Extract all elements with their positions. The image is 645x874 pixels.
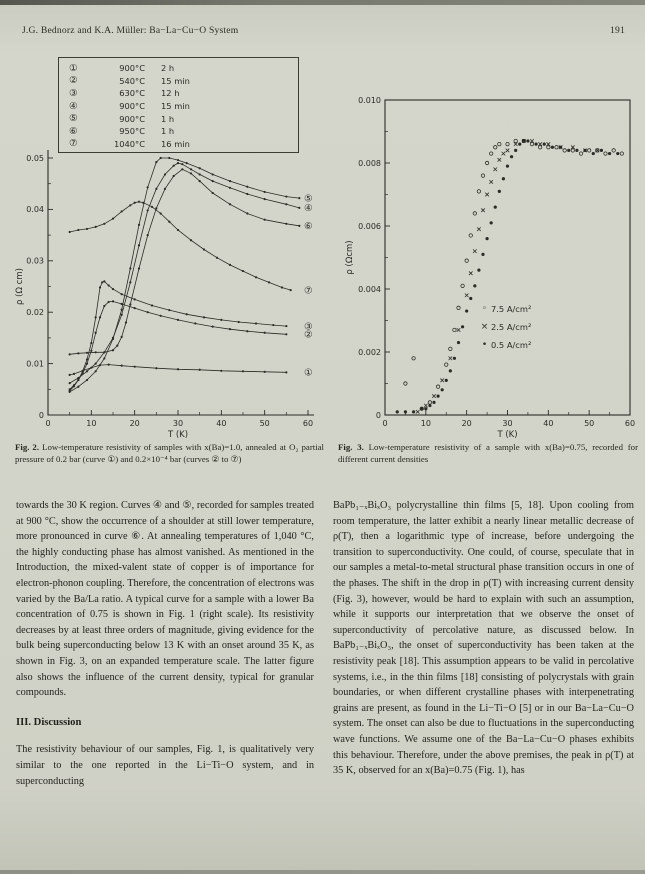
legend-label: 7.5 A/cm²: [491, 304, 532, 314]
series-⑥: ⑥: [68, 168, 313, 356]
svg-text:0.03: 0.03: [26, 257, 44, 266]
svg-text:20: 20: [130, 419, 140, 428]
fig3-resistivity-chart: 0 0.002 0.004 0.006 0.008 0.010 0 10 20 30 40 50 60 T…: [345, 96, 635, 440]
section-heading-discussion: III. Discussion: [16, 716, 82, 728]
svg-text:0.010: 0.010: [358, 96, 381, 105]
anneal-legend-row: ⑦ 1040°C 16 min: [69, 138, 190, 150]
svg-text:30: 30: [173, 419, 183, 428]
svg-text:0: 0: [382, 419, 387, 428]
svg-text:40: 40: [543, 419, 553, 428]
scan-edge-bottom: [0, 870, 645, 874]
fig2-caption-text: Low-temperature resistivity of samples w…: [15, 442, 325, 465]
legend-label: 2.5 A/cm²: [491, 322, 532, 332]
series-0.5 A/cm²: [395, 139, 620, 414]
curve-label: ②: [304, 330, 313, 341]
svg-text:30: 30: [502, 419, 512, 428]
svg-text:50: 50: [584, 419, 594, 428]
curve-label: ③: [304, 321, 313, 332]
svg-text:60: 60: [303, 419, 313, 428]
fig3-caption-label: Fig. 3.: [338, 442, 364, 452]
series-①: ①: [68, 363, 313, 379]
legend-label: 0.5 A/cm²: [491, 340, 532, 350]
page-number: 191: [610, 25, 625, 36]
svg-text:0: 0: [376, 411, 381, 420]
page-header: J.G. Bednorz and K.A. Müller: Ba−La−Cu−O…: [22, 25, 625, 36]
svg-text:0.002: 0.002: [358, 348, 381, 357]
series-⑦: ⑦: [68, 200, 313, 296]
figure-3: 0 0.002 0.004 0.006 0.008 0.010 0 10 20 30 40 50 60 T…: [338, 82, 640, 460]
series-③: ③: [68, 280, 313, 392]
y-axis-label: ρ (Ωcm): [345, 240, 355, 274]
svg-text:0.008: 0.008: [358, 159, 381, 168]
fig3-current-density-legend: ◦ 7.5 A/cm² × 2.5 A/cm² • 0.5 A/cm²: [478, 300, 532, 354]
y-axis-label: ρ (Ω cm): [15, 268, 25, 305]
svg-text:0.004: 0.004: [358, 285, 381, 294]
svg-text:0: 0: [39, 411, 44, 420]
current-density-legend-row: ◦ 7.5 A/cm²: [478, 300, 531, 318]
anneal-legend-row: ② 540°C 15 min: [69, 75, 190, 87]
axes: 0 0.01 0.02 0.03 0.04 0.05 0 10 20 30 40 50 60 T (K) ρ…: [15, 150, 314, 440]
figure-2: 0 0.01 0.02 0.03 0.04 0.05 0 10 20 30 40 50 60 T (K) ρ…: [12, 52, 334, 444]
svg-text:40: 40: [216, 419, 226, 428]
anneal-legend-row: ③ 630°C 12 h: [69, 87, 180, 99]
svg-text:0.05: 0.05: [26, 154, 44, 163]
anneal-legend-row: ④ 900°C 15 min: [69, 100, 190, 112]
paragraph-discussion-continued: BaPb₁₋ₓBiₓO₃ polycrystalline thin films …: [333, 500, 634, 777]
fig2-caption-label: Fig. 2.: [15, 442, 40, 452]
series-②: ②: [68, 300, 313, 391]
fig2-caption: Fig. 2. Low-temperature resistivity of s…: [15, 441, 324, 466]
curve-label: ①: [304, 368, 313, 379]
current-density-legend-row: • 0.5 A/cm²: [478, 336, 531, 354]
fig3-caption: Fig. 3. Low-temperature resistivity of a…: [338, 441, 638, 466]
curve-label: ⑤: [304, 193, 313, 204]
svg-text:50: 50: [260, 419, 270, 428]
series-④: ④: [68, 162, 313, 385]
curve-label: ⑦: [304, 285, 313, 296]
svg-text:0.04: 0.04: [26, 205, 44, 214]
paragraph-discussion-start: The resistivity behaviour of our samples…: [16, 744, 314, 787]
svg-text:10: 10: [86, 419, 96, 428]
x-marker-icon: ×: [480, 322, 489, 332]
anneal-legend-row: ⑤ 900°C 1 h: [69, 113, 175, 125]
svg-text:10: 10: [421, 419, 431, 428]
circle-marker-icon: ◦: [481, 304, 488, 314]
fig2-annealing-legend-box: ① 900°C 2 h ② 540°C 15 min ③ 630°C 12 h ④ 900°C 15 …: [58, 57, 299, 153]
paragraph-results: towards the 30 K region. Curves ④ and ⑤,…: [16, 500, 314, 699]
anneal-legend-row: ① 900°C 2 h: [69, 62, 175, 74]
curve-label: ⑥: [304, 221, 313, 232]
text-column-right: BaPb₁₋ₓBiₓO₃ polycrystalline thin films …: [333, 498, 634, 779]
svg-text:0.01: 0.01: [26, 359, 44, 368]
axes: 0 0.002 0.004 0.006 0.008 0.010 0 10 20 30 40 50 60 T…: [345, 96, 635, 440]
current-density-legend-row: × 2.5 A/cm²: [478, 318, 532, 336]
svg-text:20: 20: [462, 419, 472, 428]
text-column-left: towards the 30 K region. Curves ④ and ⑤,…: [16, 498, 314, 789]
x-axis-label: T (K): [496, 430, 517, 440]
series-7.5 A/cm²: [403, 138, 624, 411]
x-axis-label: T (K): [167, 430, 188, 440]
scan-edge-top: [0, 0, 645, 5]
fig3-caption-text: Low-temperature resistivity of a sample …: [338, 442, 639, 465]
svg-text:0.006: 0.006: [358, 222, 381, 231]
svg-text:60: 60: [625, 419, 635, 428]
svg-text:0: 0: [45, 419, 50, 428]
series-2.5 A/cm²: [415, 138, 600, 414]
anneal-legend-row: ⑥ 950°C 1 h: [69, 125, 175, 137]
dot-marker-icon: •: [481, 340, 488, 350]
running-title: J.G. Bednorz and K.A. Müller: Ba−La−Cu−O…: [22, 25, 239, 36]
svg-text:0.02: 0.02: [26, 308, 44, 317]
series-⑤: ⑤: [68, 156, 313, 393]
fig2-resistivity-chart: 0 0.01 0.02 0.03 0.04 0.05 0 10 20 30 40 50 60 T (K) ρ…: [15, 150, 314, 440]
curve-label: ④: [304, 203, 313, 214]
